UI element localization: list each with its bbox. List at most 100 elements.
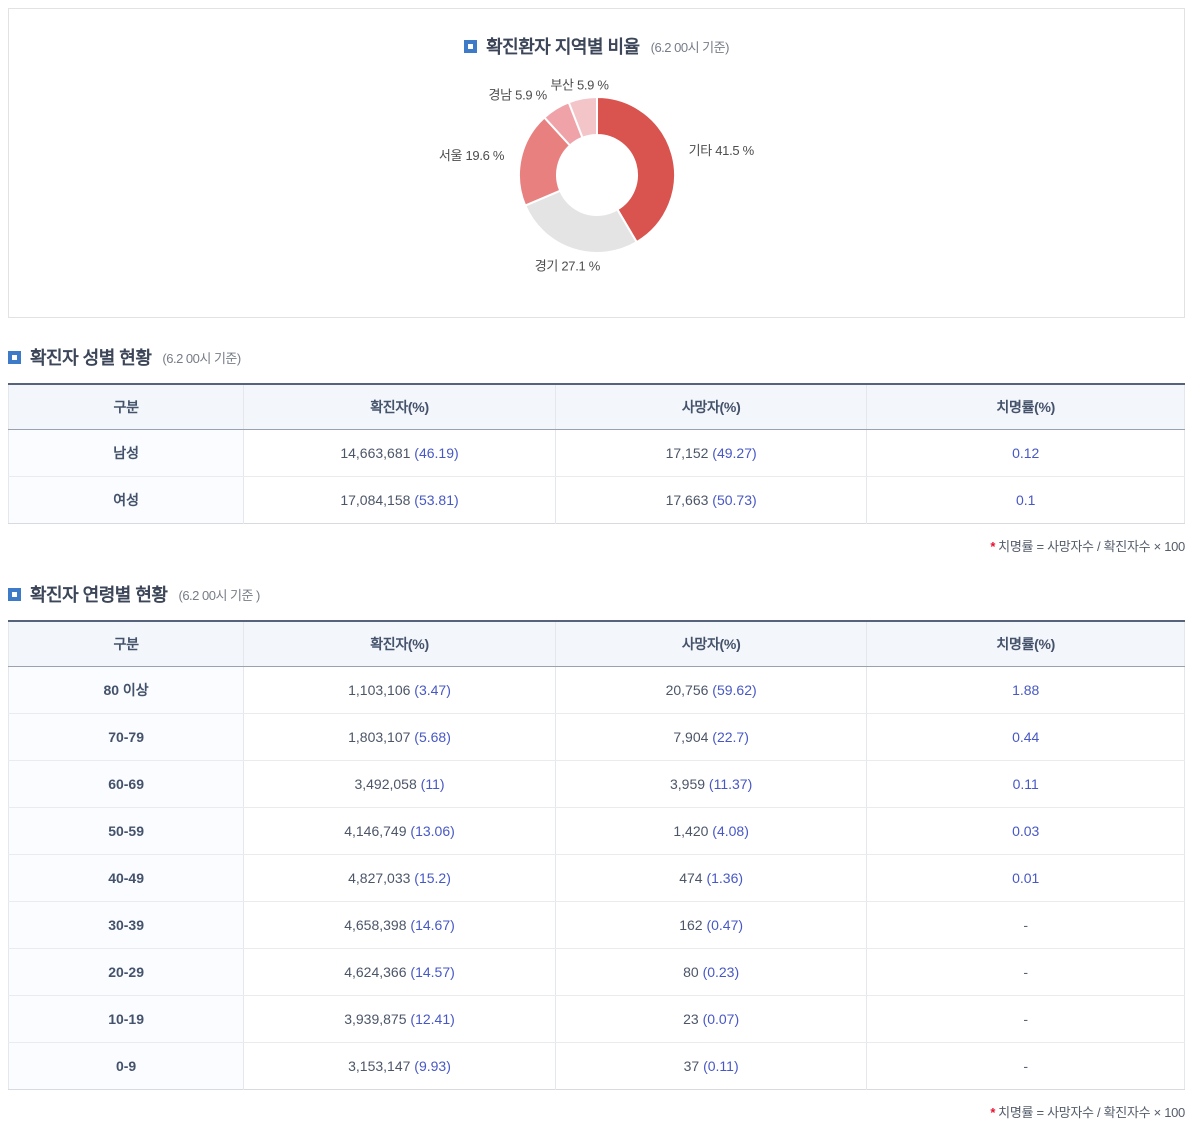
column-header-confirmed: 확진자(%): [243, 621, 556, 667]
percent-value: (0.07): [702, 1011, 740, 1027]
section-bullet-icon: [8, 350, 21, 364]
donut-slice-label: 경남 5.9 %: [488, 87, 547, 102]
deaths-cell: 37 (0.11): [554, 1042, 867, 1090]
fatality-value: 0.1: [1015, 492, 1036, 508]
percent-value: (14.67): [410, 917, 455, 933]
confirmed-cell: 14,663,681 (46.19): [243, 429, 556, 477]
gender-section-note: (6.2 00시 기준): [162, 350, 241, 366]
percent-value: (0.47): [706, 917, 744, 933]
confirmed-cell: 4,827,033 (15.2): [243, 854, 556, 902]
section-bullet-icon: [464, 39, 478, 53]
count-value: 4,624,366: [344, 964, 407, 980]
age-section-note: (6.2 00시 기준 ): [178, 587, 260, 603]
fatality-value: 0.11: [1012, 776, 1039, 792]
table-row: 0-9 3,153,147 (9.93) 37 (0.11) -: [8, 1042, 1185, 1090]
count-value: 7,904: [673, 729, 709, 745]
age-table-header-row: 구분 확진자(%) 사망자(%) 치명률(%): [8, 621, 1185, 667]
count-value: 474: [679, 870, 703, 886]
percent-value: (15.2): [414, 870, 451, 886]
table-row: 50-59 4,146,749 (13.06) 1,420 (4.08) 0.03: [8, 807, 1185, 855]
table-row: 60-69 3,492,058 (11) 3,959 (11.37) 0.11: [8, 760, 1185, 808]
confirmed-cell: 17,084,158 (53.81): [243, 476, 556, 524]
fatality-value: 0.01: [1012, 870, 1040, 886]
age-section: 확진자 연령별 현황 (6.2 00시 기준 ) 구분 확진자(%) 사망자(%…: [8, 581, 1185, 1121]
region-donut-chart: 기타 41.5 % 경기 27.1 % 서울 19.6 % 경남 5.9 %부산 5.…: [438, 78, 754, 274]
fatality-cell: 0.03: [866, 807, 1185, 855]
count-value: 1,103,106: [348, 682, 411, 698]
age-section-title-row: 확진자 연령별 현황 (6.2 00시 기준 ): [8, 581, 1185, 607]
percent-value: (13.06): [410, 823, 455, 839]
region-chart-title: 확진환자 지역별 비율: [486, 37, 640, 57]
fatality-value: -: [1023, 1011, 1029, 1027]
count-value: 17,084,158: [340, 492, 411, 508]
table-row: 40-49 4,827,033 (15.2) 474 (1.36) 0.01: [8, 854, 1185, 902]
column-header-category: 구분: [8, 384, 244, 430]
age-footnote: * 치명률 = 사망자수 / 확진자수 × 100: [8, 1102, 1185, 1121]
fatality-cell: 0.1: [866, 476, 1185, 524]
row-label: 30-39: [8, 901, 244, 949]
row-label: 50-59: [8, 807, 244, 855]
percent-value: (59.62): [712, 682, 757, 698]
count-value: 1,420: [673, 823, 709, 839]
fatality-cell: 1.88: [866, 666, 1185, 714]
deaths-cell: 1,420 (4.08): [554, 807, 867, 855]
deaths-cell: 17,663 (50.73): [554, 476, 867, 524]
deaths-cell: 23 (0.07): [554, 995, 867, 1043]
row-label: 70-79: [8, 713, 244, 761]
fatality-cell: 0.01: [866, 854, 1185, 902]
count-value: 17,152: [665, 445, 709, 461]
deaths-cell: 20,756 (59.62): [554, 666, 867, 714]
table-row: 남성 14,663,681 (46.19) 17,152 (49.27) 0.12: [8, 429, 1185, 477]
fatality-value: 0.44: [1012, 729, 1040, 745]
table-row: 여성 17,084,158 (53.81) 17,663 (50.73) 0.1: [8, 476, 1185, 524]
fatality-cell: -: [866, 948, 1185, 996]
fatality-value: -: [1023, 917, 1029, 933]
count-value: 4,146,749: [344, 823, 407, 839]
table-row: 70-79 1,803,107 (5.68) 7,904 (22.7) 0.44: [8, 713, 1185, 761]
row-label: 0-9: [8, 1042, 244, 1090]
percent-value: (1.36): [706, 870, 744, 886]
footnote-text: 치명률 = 사망자수 / 확진자수 × 100: [998, 539, 1185, 554]
percent-value: (11): [420, 776, 445, 792]
row-label: 여성: [8, 476, 244, 524]
table-row: 20-29 4,624,366 (14.57) 80 (0.23) -: [8, 948, 1185, 996]
count-value: 80: [683, 964, 699, 980]
region-chart-panel: 확진환자 지역별 비율 (6.2 00시 기준) 기타 41.5 % 경기 27.…: [8, 8, 1185, 318]
confirmed-cell: 1,103,106 (3.47): [243, 666, 556, 714]
fatality-value: 0.12: [1012, 445, 1040, 461]
deaths-cell: 80 (0.23): [554, 948, 867, 996]
deaths-cell: 7,904 (22.7): [554, 713, 867, 761]
gender-section-title-row: 확진자 성별 현황 (6.2 00시 기준): [8, 344, 1185, 370]
table-row: 30-39 4,658,398 (14.67) 162 (0.47) -: [8, 901, 1185, 949]
percent-value: (49.27): [712, 445, 757, 461]
gender-section-title: 확진자 성별 현황: [30, 348, 152, 368]
row-label: 남성: [8, 429, 244, 477]
count-value: 3,492,058: [354, 776, 417, 792]
gender-footnote: * 치명률 = 사망자수 / 확진자수 × 100: [8, 536, 1185, 555]
fatality-cell: 0.12: [866, 429, 1185, 477]
age-table: 구분 확진자(%) 사망자(%) 치명률(%) 80 이상 1,103,106 (…: [8, 620, 1185, 1090]
percent-value: (12.41): [410, 1011, 455, 1027]
donut-slice-label: 서울 19.6 %: [438, 148, 504, 163]
confirmed-cell: 1,803,107 (5.68): [243, 713, 556, 761]
donut-slice: [566, 95, 598, 140]
count-value: 3,959: [669, 776, 706, 792]
confirmed-cell: 3,492,058 (11): [243, 760, 556, 808]
column-header-deaths: 사망자(%): [554, 621, 867, 667]
fatality-value: 0.03: [1012, 823, 1040, 839]
donut-slice-label: 경기 27.1 %: [534, 258, 600, 273]
percent-value: (3.47): [414, 682, 451, 698]
percent-value: (5.68): [414, 729, 451, 745]
percent-value: (50.73): [712, 492, 757, 508]
count-value: 37: [683, 1058, 700, 1074]
donut-slice-label: 기타 41.5 %: [688, 143, 754, 158]
count-value: 17,663: [665, 492, 709, 508]
footnote-asterisk-icon: *: [990, 539, 996, 554]
deaths-cell: 162 (0.47): [554, 901, 867, 949]
confirmed-cell: 4,146,749 (13.06): [243, 807, 556, 855]
confirmed-cell: 3,153,147 (9.93): [243, 1042, 556, 1090]
confirmed-cell: 4,658,398 (14.67): [243, 901, 556, 949]
gender-section: 확진자 성별 현황 (6.2 00시 기준) 구분 확진자(%) 사망자(%) …: [8, 344, 1185, 555]
donut-slice: [523, 189, 638, 255]
column-header-deaths: 사망자(%): [554, 384, 867, 430]
